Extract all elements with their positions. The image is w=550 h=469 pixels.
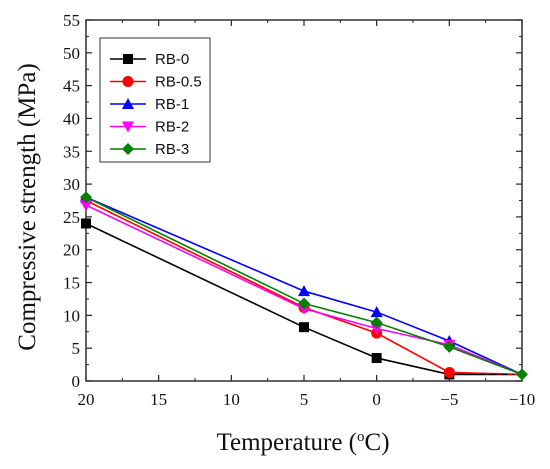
data-point-RB-0 xyxy=(299,322,309,333)
y-tick-label: 30 xyxy=(63,175,80,194)
y-tick-label: 20 xyxy=(63,241,80,260)
legend-marker-RB-2 xyxy=(122,121,134,133)
data-point-RB-1 xyxy=(370,306,383,318)
x-tick-label: 20 xyxy=(78,390,95,409)
y-tick-label: 0 xyxy=(72,372,81,391)
legend-label-RB-3: RB-3 xyxy=(155,141,189,158)
data-point-RB-3 xyxy=(443,340,456,353)
x-axis-title-unit: C) xyxy=(365,429,390,456)
y-tick-label: 55 xyxy=(63,11,80,30)
data-point-RB-3 xyxy=(370,316,383,329)
x-tick-label: −5 xyxy=(440,390,458,409)
legend: RB-0 RB-0.5 RB-1 RB-2 RB-3 xyxy=(99,37,211,163)
x-tick-label: 0 xyxy=(372,390,381,409)
legend-label-RB-2: RB-2 xyxy=(155,119,189,136)
x-tick-label: 5 xyxy=(300,390,309,409)
x-tick-label: −10 xyxy=(509,390,536,409)
x-tick-label: 15 xyxy=(150,390,167,409)
y-tick-label: 10 xyxy=(63,306,80,325)
y-tick-label: 50 xyxy=(63,44,80,63)
legend-label-RB-0.5: RB-0.5 xyxy=(155,74,202,91)
x-axis-title-main: Temperature ( xyxy=(216,429,357,456)
legend-marker-RB-1 xyxy=(122,98,134,109)
y-tick-label: 5 xyxy=(72,339,81,358)
data-point-RB-2 xyxy=(370,323,383,335)
legend-marker-RB-3 xyxy=(122,143,134,155)
series-group xyxy=(80,191,528,381)
legend-label-RB-0: RB-0 xyxy=(155,51,189,68)
legend-label-RB-1: RB-1 xyxy=(155,96,189,113)
x-tick-label: 10 xyxy=(223,390,240,409)
data-point-RB-3 xyxy=(298,297,310,310)
data-point-endpoint xyxy=(516,368,528,381)
legend-marker-RB-0.5 xyxy=(122,76,134,87)
y-tick-label: 25 xyxy=(63,208,80,227)
x-axis-title-superscript: o xyxy=(357,429,365,445)
data-point-RB-0 xyxy=(371,353,382,364)
data-point-RB-0 xyxy=(81,218,91,229)
y-axis-title: Compressive strength (MPa) xyxy=(14,63,41,350)
data-point-RB-1 xyxy=(298,285,310,297)
data-point-RB-2 xyxy=(80,200,92,212)
y-tick-label: 40 xyxy=(63,109,80,128)
y-tick-label: 35 xyxy=(63,142,80,161)
y-tick-label: 45 xyxy=(63,77,80,96)
data-point-RB-0.5 xyxy=(443,366,455,378)
x-axis-title: Temperature (oC) xyxy=(216,429,389,456)
y-tick-label: 15 xyxy=(63,274,80,293)
legend-marker-RB-0 xyxy=(123,54,133,64)
data-point-RB-3 xyxy=(80,191,92,204)
